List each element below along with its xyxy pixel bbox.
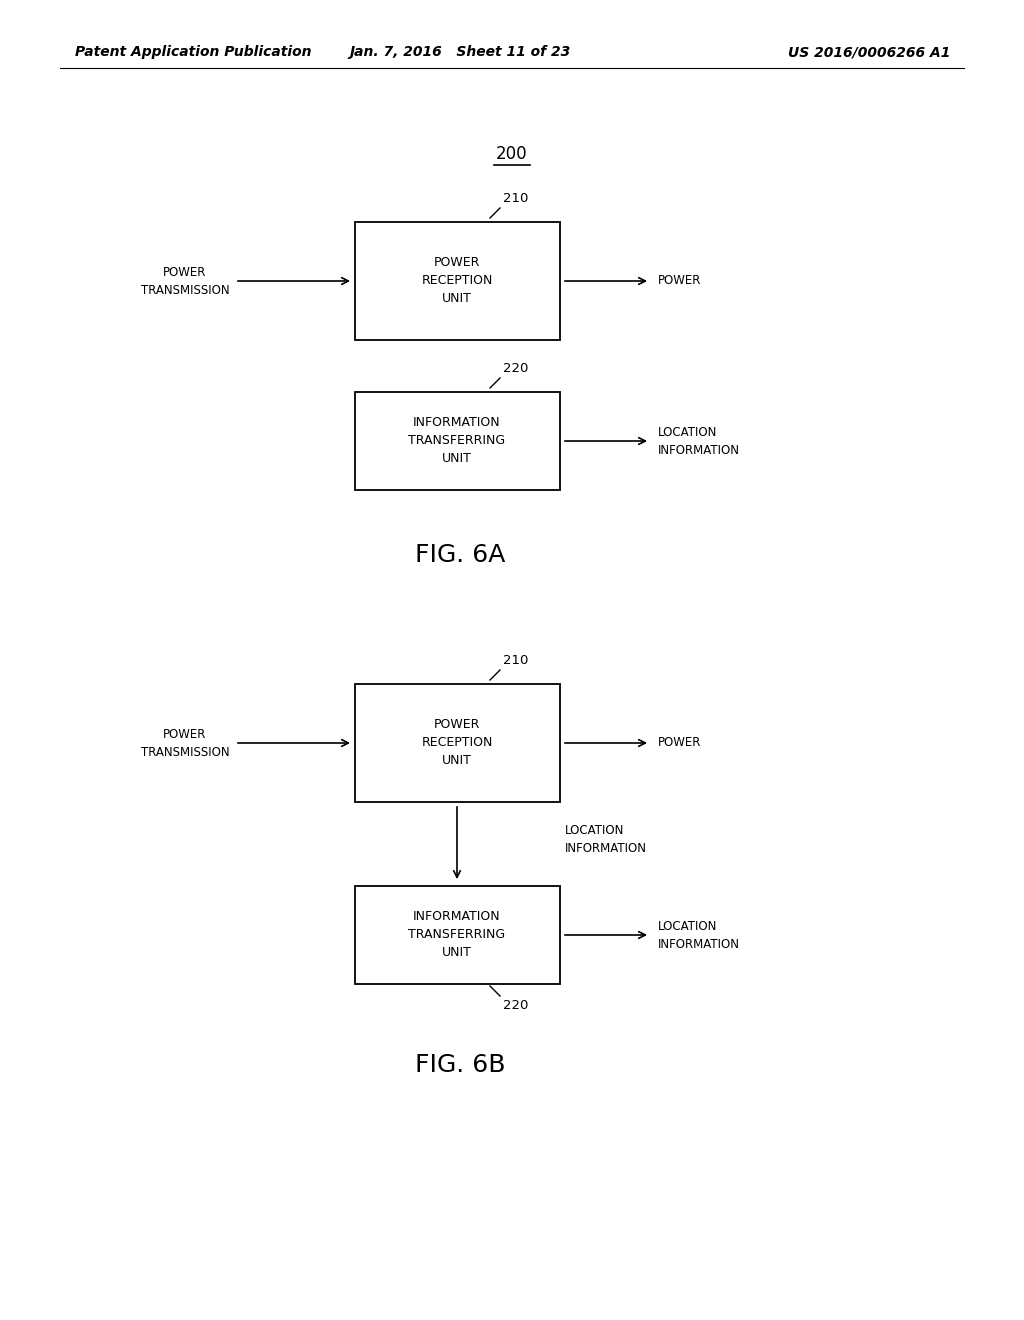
Text: POWER
TRANSMISSION: POWER TRANSMISSION — [140, 727, 229, 759]
Text: INFORMATION
TRANSFERRING
UNIT: INFORMATION TRANSFERRING UNIT — [409, 417, 506, 466]
Text: US 2016/0006266 A1: US 2016/0006266 A1 — [787, 45, 950, 59]
Text: 210: 210 — [503, 653, 528, 667]
Text: POWER
RECEPTION
UNIT: POWER RECEPTION UNIT — [421, 256, 493, 305]
Text: LOCATION
INFORMATION: LOCATION INFORMATION — [658, 425, 740, 457]
Text: LOCATION
INFORMATION: LOCATION INFORMATION — [658, 920, 740, 950]
Text: Patent Application Publication: Patent Application Publication — [75, 45, 311, 59]
Text: 210: 210 — [503, 191, 528, 205]
Text: POWER: POWER — [658, 275, 701, 288]
Text: INFORMATION
TRANSFERRING
UNIT: INFORMATION TRANSFERRING UNIT — [409, 911, 506, 960]
Bar — [355, 886, 560, 983]
Text: FIG. 6B: FIG. 6B — [415, 1053, 505, 1077]
Bar — [355, 392, 560, 490]
Text: Jan. 7, 2016   Sheet 11 of 23: Jan. 7, 2016 Sheet 11 of 23 — [349, 45, 570, 59]
Text: 220: 220 — [503, 999, 528, 1012]
Text: POWER
RECEPTION
UNIT: POWER RECEPTION UNIT — [421, 718, 493, 767]
Text: 220: 220 — [503, 362, 528, 375]
Text: 200: 200 — [497, 145, 527, 162]
Text: LOCATION
INFORMATION: LOCATION INFORMATION — [565, 825, 647, 855]
Text: POWER
TRANSMISSION: POWER TRANSMISSION — [140, 265, 229, 297]
Text: POWER: POWER — [658, 737, 701, 750]
Bar — [355, 222, 560, 341]
Text: FIG. 6A: FIG. 6A — [415, 543, 505, 568]
Bar — [355, 684, 560, 803]
